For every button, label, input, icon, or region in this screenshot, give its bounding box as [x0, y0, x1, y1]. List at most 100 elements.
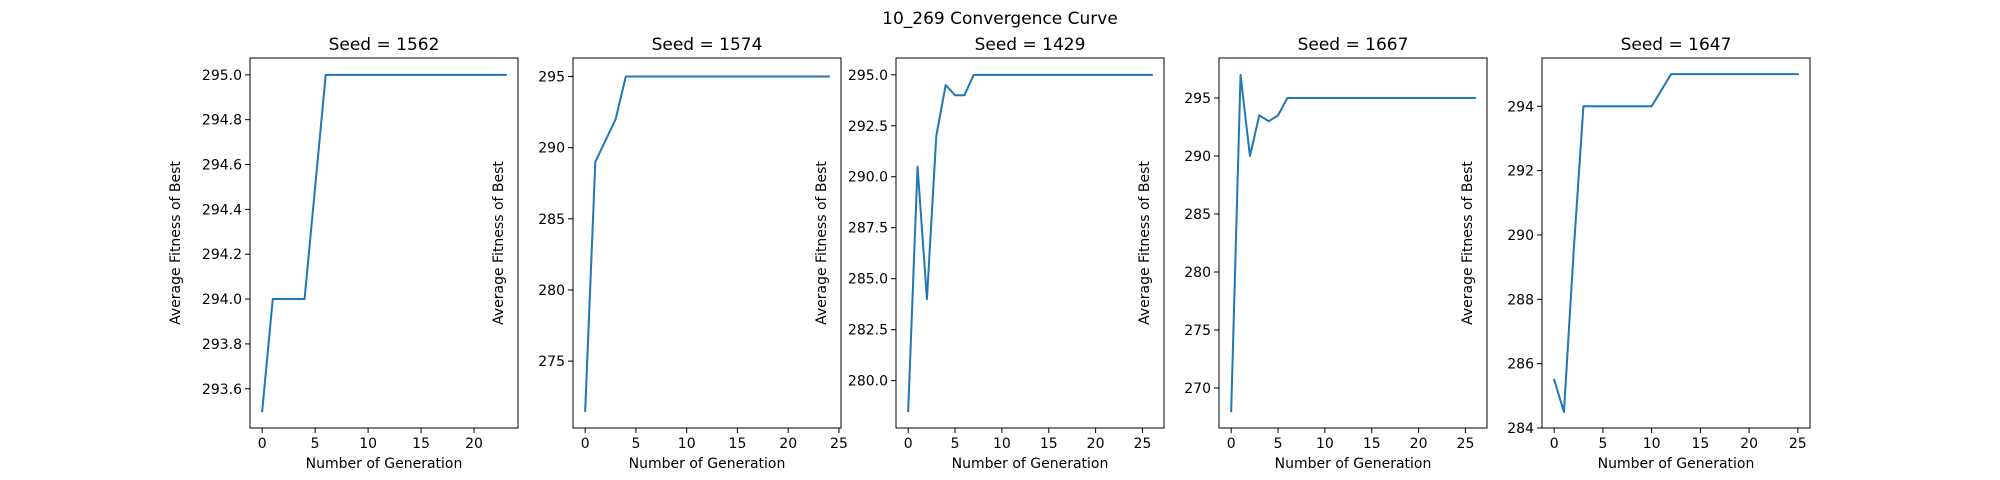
x-tick-label: 5 — [951, 436, 960, 452]
data-point — [1592, 105, 1594, 107]
data-point — [1408, 97, 1410, 99]
x-tick-label: 20 — [465, 436, 483, 452]
data-point — [1399, 97, 1401, 99]
axes-frame — [1541, 57, 1811, 429]
axes-frame — [1218, 57, 1488, 429]
data-point — [494, 74, 496, 76]
data-point — [1612, 105, 1614, 107]
x-tick-label: 5 — [1274, 436, 1283, 452]
x-tick-label: 0 — [258, 436, 267, 452]
data-point — [1787, 73, 1789, 75]
data-point — [635, 76, 637, 78]
data-point — [1352, 97, 1354, 99]
x-tick-label: 25 — [830, 436, 848, 452]
y-tick-label: 290.0 — [848, 170, 888, 186]
convergence-line — [1552, 73, 1799, 413]
data-point — [1343, 97, 1345, 99]
data-point — [293, 298, 295, 300]
data-point — [935, 135, 937, 137]
data-point — [1268, 120, 1270, 122]
y-tick-label: 295.0 — [848, 68, 888, 84]
data-point — [441, 74, 443, 76]
data-point — [282, 298, 284, 300]
data-point — [747, 76, 749, 78]
y-tick-label: 280.0 — [848, 374, 888, 390]
subplot-3: Seed = 1429 0 5 10 15 20 25 280.0 282.5 285.0 287.… — [814, 35, 1165, 472]
data-point — [452, 74, 454, 76]
data-point — [1104, 74, 1106, 76]
data-point — [1582, 105, 1584, 107]
data-point — [665, 76, 667, 78]
data-point — [484, 74, 486, 76]
data-point — [304, 298, 306, 300]
data-point — [462, 74, 464, 76]
x-axis-label: Number of Generation — [1598, 456, 1755, 472]
subplot-grid: Seed = 1562 0 5 10 15 20 293.6 293.8 294.0 294.2 2… — [168, 35, 1811, 472]
data-point — [335, 74, 337, 76]
y-tick-label: 285 — [538, 212, 565, 228]
y-tick-label: 295 — [1184, 91, 1211, 107]
x-tick-label: 5 — [311, 436, 320, 452]
data-point — [1001, 74, 1003, 76]
y-tick-label: 285.0 — [848, 272, 888, 288]
data-point — [1641, 105, 1643, 107]
x-tick-label: 10 — [1643, 436, 1661, 452]
data-point — [645, 76, 647, 78]
data-point — [1768, 73, 1770, 75]
y-tick-label: 275 — [538, 354, 565, 370]
data-point — [1573, 250, 1575, 252]
data-point — [1038, 74, 1040, 76]
data-point — [828, 76, 830, 78]
data-point — [1660, 89, 1662, 91]
data-point — [777, 76, 779, 78]
data-point — [808, 76, 810, 78]
data-point — [1602, 105, 1604, 107]
y-tick-label: 293.6 — [202, 382, 242, 398]
subplot-4: Seed = 1667 0 5 10 15 20 25 270 275 280 285 290 295 N… — [1137, 35, 1488, 472]
x-tick-label: 10 — [359, 436, 377, 452]
data-point — [625, 76, 627, 78]
x-axis-label: Number of Generation — [1275, 456, 1432, 472]
data-point — [797, 76, 799, 78]
data-point — [767, 76, 769, 78]
x-tick-label: 15 — [729, 436, 747, 452]
data-point — [357, 74, 359, 76]
y-tick-label: 290 — [1184, 149, 1211, 165]
data-point — [1380, 97, 1382, 99]
data-point — [505, 74, 507, 76]
data-point — [818, 76, 820, 78]
y-tick-label: 287.5 — [848, 221, 888, 237]
data-point — [1436, 97, 1438, 99]
data-point — [696, 76, 698, 78]
data-point — [420, 74, 422, 76]
data-point — [1446, 97, 1448, 99]
data-point — [346, 74, 348, 76]
data-point — [314, 186, 316, 188]
x-tick-label: 10 — [678, 436, 696, 452]
y-axis-label: Average Fitness of Best — [168, 161, 184, 325]
y-tick-label: 270 — [1184, 381, 1211, 397]
y-tick-label: 275 — [1184, 323, 1211, 339]
data-point — [1563, 411, 1565, 413]
data-point — [1690, 73, 1692, 75]
x-tick-label: 15 — [412, 436, 430, 452]
data-point — [907, 410, 909, 412]
data-point — [1305, 97, 1307, 99]
data-point — [1418, 97, 1420, 99]
y-tick-label: 280 — [538, 283, 565, 299]
data-point — [1296, 97, 1298, 99]
data-point — [1670, 73, 1672, 75]
data-point — [726, 76, 728, 78]
data-point — [1277, 114, 1279, 116]
data-point — [409, 74, 411, 76]
y-tick-label: 294.6 — [202, 158, 242, 174]
data-point — [1361, 97, 1363, 99]
y-tick-label: 294.4 — [202, 202, 242, 218]
data-point — [1076, 74, 1078, 76]
data-point — [1048, 74, 1050, 76]
data-point — [1029, 74, 1031, 76]
x-tick-label: 10 — [1316, 436, 1334, 452]
data-point — [757, 76, 759, 78]
data-point — [1797, 73, 1799, 75]
